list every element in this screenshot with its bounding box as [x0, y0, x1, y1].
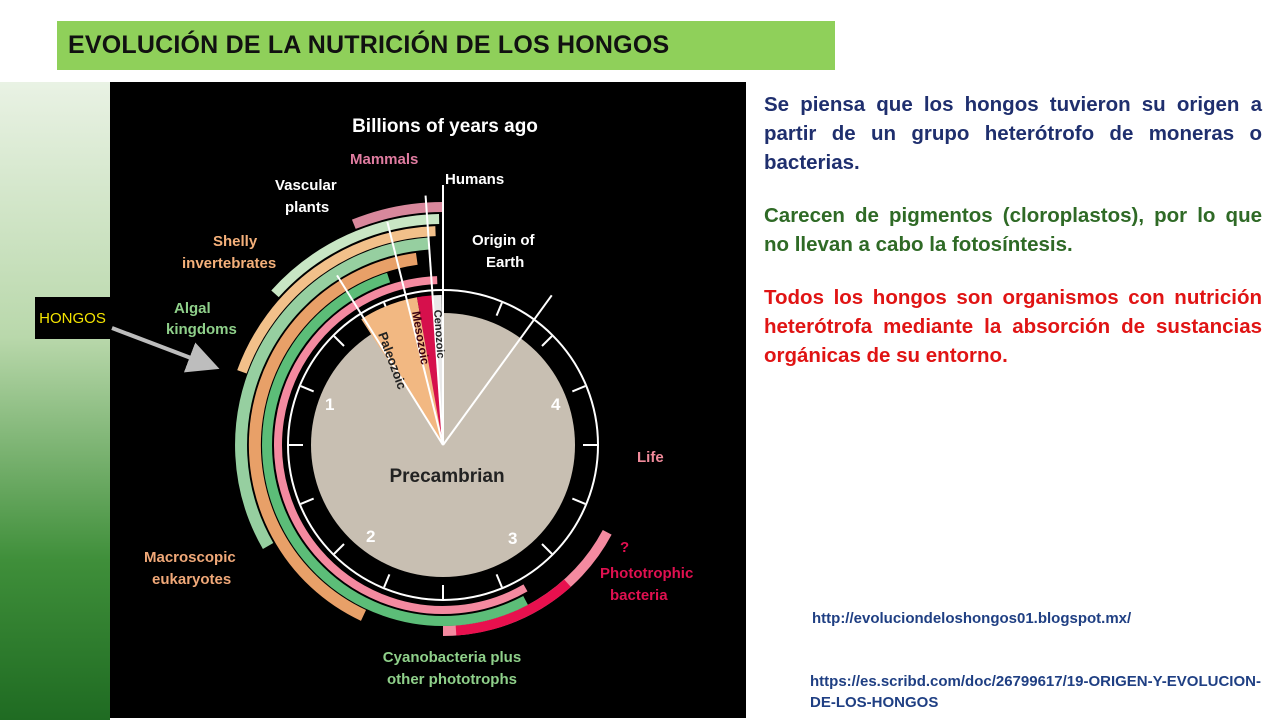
label-mammals: Mammals	[350, 151, 418, 168]
clock-tick	[300, 385, 315, 393]
title-banner: EVOLUCIÓN DE LA NUTRICIÓN DE LOS HONGOS	[57, 21, 835, 70]
label-phototrophic-1: Phototrophic	[600, 565, 693, 582]
description-text: Se piensa que los hongos tuvieron su ori…	[764, 90, 1262, 394]
clock-number-3: 3	[508, 529, 517, 548]
label-vascular-2: plants	[285, 199, 329, 216]
pointer-origin	[442, 294, 553, 446]
label-shelly-1: Shelly	[213, 233, 258, 250]
source-link-blogspot[interactable]: http://evoluciondeloshongos01.blogspot.m…	[812, 610, 1132, 627]
label-question: ?	[620, 539, 629, 556]
clock-number-1: 1	[325, 395, 334, 414]
label-origin-1: Origin of	[472, 232, 535, 249]
pointer-lines	[336, 185, 553, 446]
source-link-scribd[interactable]: https://es.scribd.com/doc/26799617/19-OR…	[810, 673, 1261, 711]
clock-tick	[333, 335, 345, 347]
clock-tick	[541, 543, 553, 555]
label-phototrophic-2: bacteria	[610, 587, 668, 604]
label-algal-2: kingdoms	[166, 321, 237, 338]
clock-tick	[571, 497, 586, 505]
paragraph-nutrition: Todos los hongos son organismos con nutr…	[764, 286, 1262, 367]
clock-tick	[383, 573, 391, 588]
pointer-vascular	[336, 274, 444, 446]
arc-inner-pink	[274, 276, 528, 614]
clock-tick	[333, 543, 345, 555]
label-cyanobacteria-2: other phototrophs	[387, 671, 517, 688]
wedge-paleozoic	[361, 297, 443, 445]
arc-mammals	[351, 201, 444, 229]
cenozoic-label: Cenozoic	[431, 309, 446, 359]
diagram-header: Billions of years ago	[352, 116, 538, 137]
clock-tick	[495, 573, 503, 588]
arc-shelly	[237, 226, 436, 374]
paragraph-origin: Se piensa que los hongos tuvieron su ori…	[764, 93, 1262, 174]
page-title: EVOLUCIÓN DE LA NUTRICIÓN DE LOS HONGOS	[68, 31, 670, 59]
arc-macroscopic	[248, 252, 418, 621]
arc-algal	[235, 237, 430, 549]
arc-vascular	[271, 214, 440, 298]
label-algal-1: Algal	[174, 300, 211, 317]
clock-tick	[571, 385, 586, 393]
label-cyanobacteria-1: Cyanobacteria plus	[383, 649, 521, 666]
label-macroscopic-2: eukaryotes	[152, 571, 231, 588]
clock-number-4: 4	[551, 395, 561, 414]
evolution-clock-diagram: Billions of years ago Precambrian 1 2 3 …	[110, 82, 746, 718]
paragraph-pigments: Carecen de pigmentos (cloroplastos), por…	[764, 204, 1262, 256]
precambrian-label: Precambrian	[389, 466, 504, 487]
label-shelly-2: invertebrates	[182, 255, 276, 272]
hongos-arrow	[111, 326, 220, 373]
timeline-arcs	[235, 201, 612, 636]
pointer-mammals	[386, 221, 444, 446]
arc-phototrophic	[455, 579, 571, 636]
clock-number-2: 2	[366, 527, 375, 546]
wedge-mesozoic	[416, 295, 443, 445]
decorative-gradient-band	[0, 82, 110, 720]
label-vascular-1: Vascular	[275, 177, 337, 194]
clock-tick	[495, 302, 503, 317]
hongos-label: HONGOS	[35, 297, 110, 339]
clock-tick	[541, 335, 553, 347]
label-macroscopic-1: Macroscopic	[144, 549, 236, 566]
label-humans: Humans	[445, 171, 504, 188]
pointer-shelly	[424, 195, 444, 446]
arc-cyanobacteria	[262, 272, 528, 626]
clock-tick	[300, 497, 315, 505]
label-life: Life	[637, 449, 664, 466]
clock-svg: Billions of years ago Precambrian 1 2 3 …	[110, 82, 746, 718]
label-origin-2: Earth	[486, 254, 524, 271]
